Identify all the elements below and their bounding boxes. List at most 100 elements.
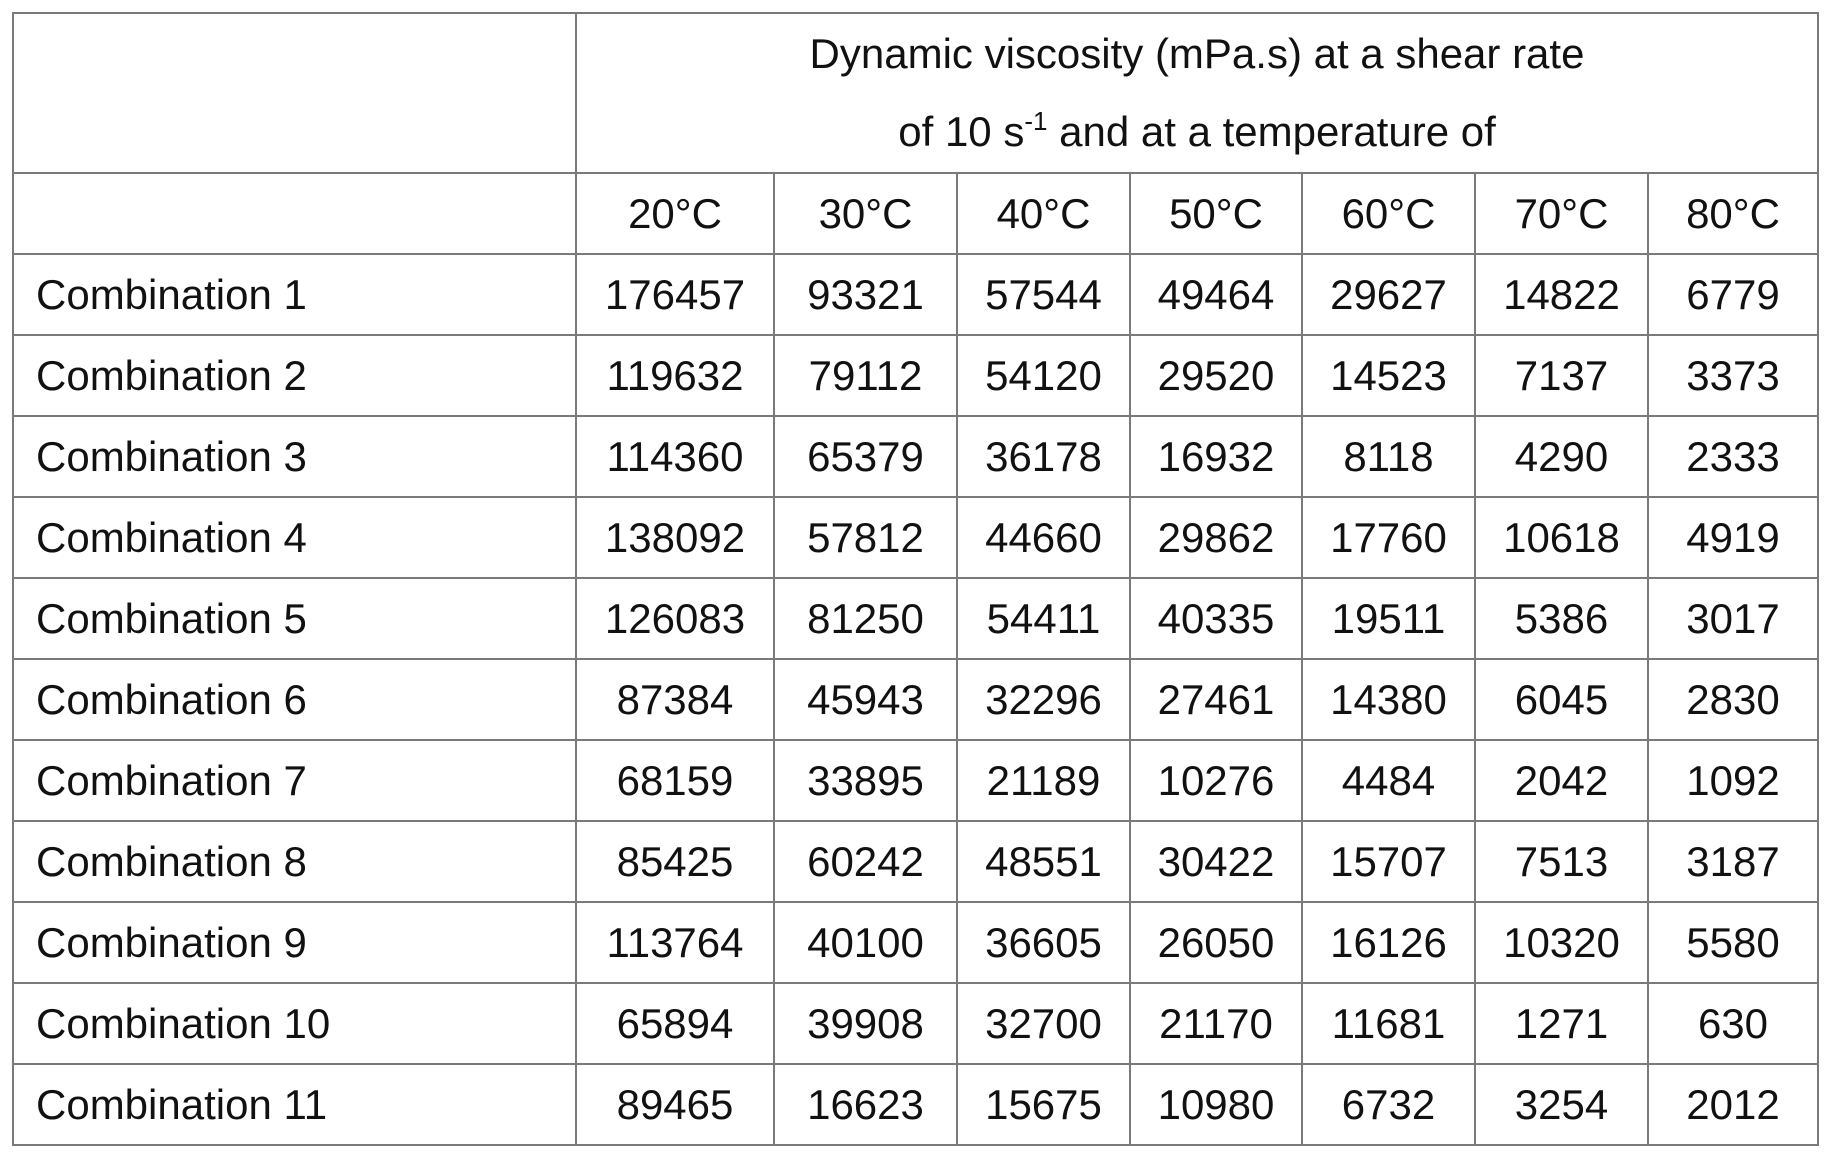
value-cell: 29627 bbox=[1302, 254, 1475, 335]
data-row: Combination 3114360653793617816932811842… bbox=[13, 416, 1818, 497]
value-cell: 89465 bbox=[576, 1064, 774, 1145]
value-cell: 93321 bbox=[774, 254, 957, 335]
data-row: Combination 1189465166231567510980673232… bbox=[13, 1064, 1818, 1145]
table-body: Dynamic viscosity (mPa.s) at a shear rat… bbox=[13, 13, 1818, 1145]
value-cell: 19511 bbox=[1302, 578, 1475, 659]
value-cell: 48551 bbox=[957, 821, 1130, 902]
row-label: Combination 7 bbox=[13, 740, 576, 821]
value-cell: 7137 bbox=[1475, 335, 1648, 416]
data-row: Combination 7681593389521189102764484204… bbox=[13, 740, 1818, 821]
value-cell: 40335 bbox=[1130, 578, 1302, 659]
row-label: Combination 4 bbox=[13, 497, 576, 578]
row-label: Combination 1 bbox=[13, 254, 576, 335]
value-cell: 60242 bbox=[774, 821, 957, 902]
column-header: 40°C bbox=[957, 173, 1130, 254]
value-cell: 21189 bbox=[957, 740, 1130, 821]
value-cell: 3017 bbox=[1648, 578, 1818, 659]
value-cell: 17760 bbox=[1302, 497, 1475, 578]
row-label: Combination 9 bbox=[13, 902, 576, 983]
value-cell: 16932 bbox=[1130, 416, 1302, 497]
value-cell: 65894 bbox=[576, 983, 774, 1064]
data-row: Combination 4138092578124466029862177601… bbox=[13, 497, 1818, 578]
value-cell: 54411 bbox=[957, 578, 1130, 659]
row-label: Combination 10 bbox=[13, 983, 576, 1064]
value-cell: 10618 bbox=[1475, 497, 1648, 578]
value-cell: 16623 bbox=[774, 1064, 957, 1145]
value-cell: 6045 bbox=[1475, 659, 1648, 740]
data-row: Combination 1065894399083270021170116811… bbox=[13, 983, 1818, 1064]
row-label: Combination 6 bbox=[13, 659, 576, 740]
value-cell: 27461 bbox=[1130, 659, 1302, 740]
value-cell: 2042 bbox=[1475, 740, 1648, 821]
value-cell: 5580 bbox=[1648, 902, 1818, 983]
value-cell: 45943 bbox=[774, 659, 957, 740]
value-cell: 49464 bbox=[1130, 254, 1302, 335]
value-cell: 11681 bbox=[1302, 983, 1475, 1064]
value-cell: 14380 bbox=[1302, 659, 1475, 740]
value-cell: 26050 bbox=[1130, 902, 1302, 983]
corner-cell bbox=[13, 13, 576, 173]
column-header: 50°C bbox=[1130, 173, 1302, 254]
value-cell: 2012 bbox=[1648, 1064, 1818, 1145]
value-cell: 44660 bbox=[957, 497, 1130, 578]
value-cell: 15707 bbox=[1302, 821, 1475, 902]
value-cell: 33895 bbox=[774, 740, 957, 821]
value-cell: 10276 bbox=[1130, 740, 1302, 821]
data-row: Combination 1176457933215754449464296271… bbox=[13, 254, 1818, 335]
value-cell: 3373 bbox=[1648, 335, 1818, 416]
value-cell: 4919 bbox=[1648, 497, 1818, 578]
data-row: Combination 9113764401003660526050161261… bbox=[13, 902, 1818, 983]
value-cell: 14822 bbox=[1475, 254, 1648, 335]
data-row: Combination 5126083812505441140335195115… bbox=[13, 578, 1818, 659]
value-cell: 68159 bbox=[576, 740, 774, 821]
value-cell: 36605 bbox=[957, 902, 1130, 983]
empty-cell bbox=[13, 173, 576, 254]
value-cell: 630 bbox=[1648, 983, 1818, 1064]
value-cell: 138092 bbox=[576, 497, 774, 578]
value-cell: 119632 bbox=[576, 335, 774, 416]
header-line: Dynamic viscosity (mPa.s) at a shear rat… bbox=[577, 15, 1817, 93]
value-cell: 54120 bbox=[957, 335, 1130, 416]
column-header: 30°C bbox=[774, 173, 957, 254]
value-cell: 3254 bbox=[1475, 1064, 1648, 1145]
value-cell: 2830 bbox=[1648, 659, 1818, 740]
value-cell: 57544 bbox=[957, 254, 1130, 335]
column-header: 80°C bbox=[1648, 173, 1818, 254]
row-label: Combination 11 bbox=[13, 1064, 576, 1145]
value-cell: 2333 bbox=[1648, 416, 1818, 497]
header-superscript: -1 bbox=[1024, 106, 1047, 136]
value-cell: 6732 bbox=[1302, 1064, 1475, 1145]
value-cell: 29862 bbox=[1130, 497, 1302, 578]
value-cell: 114360 bbox=[576, 416, 774, 497]
value-cell: 85425 bbox=[576, 821, 774, 902]
row-label: Combination 8 bbox=[13, 821, 576, 902]
value-cell: 29520 bbox=[1130, 335, 1302, 416]
value-cell: 57812 bbox=[774, 497, 957, 578]
value-cell: 6779 bbox=[1648, 254, 1818, 335]
header-row: Dynamic viscosity (mPa.s) at a shear rat… bbox=[13, 13, 1818, 173]
value-cell: 4290 bbox=[1475, 416, 1648, 497]
header-cell: Dynamic viscosity (mPa.s) at a shear rat… bbox=[576, 13, 1818, 173]
value-cell: 3187 bbox=[1648, 821, 1818, 902]
column-header: 70°C bbox=[1475, 173, 1648, 254]
value-cell: 1092 bbox=[1648, 740, 1818, 821]
value-cell: 30422 bbox=[1130, 821, 1302, 902]
data-row: Combination 2119632791125412029520145237… bbox=[13, 335, 1818, 416]
column-header-row: 20°C30°C40°C50°C60°C70°C80°C bbox=[13, 173, 1818, 254]
row-label: Combination 3 bbox=[13, 416, 576, 497]
value-cell: 39908 bbox=[774, 983, 957, 1064]
data-row: Combination 8854256024248551304221570775… bbox=[13, 821, 1818, 902]
column-header: 60°C bbox=[1302, 173, 1475, 254]
value-cell: 8118 bbox=[1302, 416, 1475, 497]
viscosity-table: Dynamic viscosity (mPa.s) at a shear rat… bbox=[12, 12, 1819, 1146]
value-cell: 16126 bbox=[1302, 902, 1475, 983]
value-cell: 113764 bbox=[576, 902, 774, 983]
value-cell: 14523 bbox=[1302, 335, 1475, 416]
header-text: and at a temperature of bbox=[1047, 108, 1495, 155]
column-header: 20°C bbox=[576, 173, 774, 254]
value-cell: 21170 bbox=[1130, 983, 1302, 1064]
row-label: Combination 5 bbox=[13, 578, 576, 659]
value-cell: 87384 bbox=[576, 659, 774, 740]
header-text: of 10 s bbox=[898, 108, 1024, 155]
value-cell: 4484 bbox=[1302, 740, 1475, 821]
